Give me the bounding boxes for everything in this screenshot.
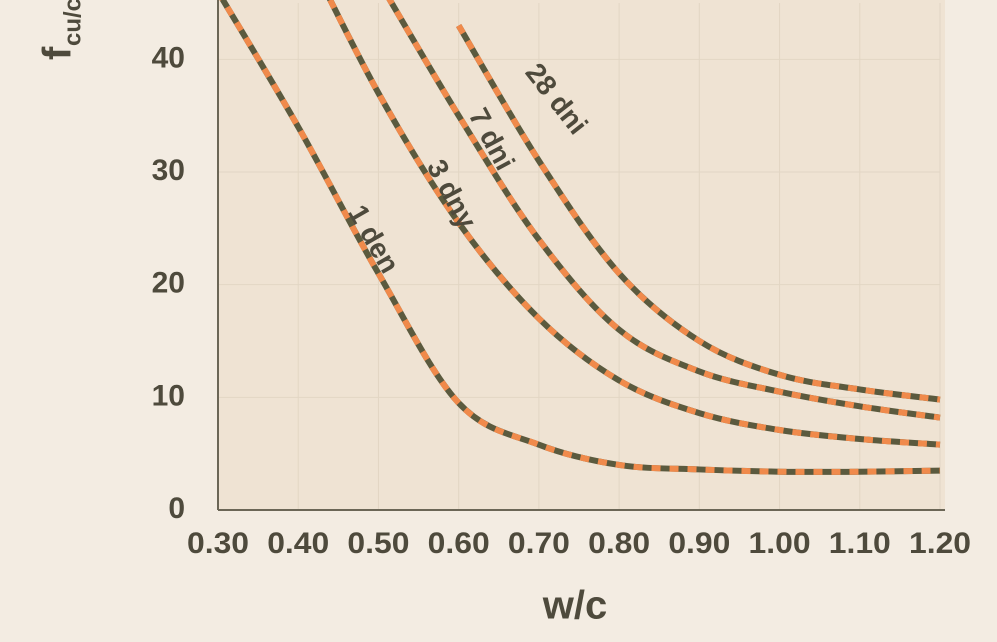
y-axis-title: f cu/c — [36, 0, 87, 60]
y-tick-label: 40 — [152, 41, 185, 74]
x-tick-label: 1.00 — [749, 527, 811, 560]
x-tick-label: 0.40 — [267, 527, 329, 560]
plot — [219, 0, 941, 475]
x-tick-label: 1.10 — [829, 527, 891, 560]
y-axis-title-main: f — [36, 46, 80, 60]
y-tick-label: 0 — [168, 492, 185, 525]
x-axis-title: w/c — [542, 584, 607, 628]
y-axis-title-sub: cu/c — [59, 0, 86, 46]
y-tick-label: 20 — [152, 267, 185, 300]
x-tick-label: 0.50 — [347, 527, 409, 560]
x-tick-label: 0.30 — [187, 527, 249, 560]
x-tick-label: 0.80 — [588, 527, 650, 560]
x-tick-label: 0.90 — [668, 527, 730, 560]
line-dashed — [326, 0, 941, 448]
line-dashed — [456, 24, 941, 403]
x-tick-label: 1.20 — [909, 527, 971, 560]
y-tick-label: 10 — [152, 379, 185, 412]
y-tick-label: 30 — [152, 154, 185, 187]
x-tick-label: 0.60 — [428, 527, 490, 560]
line-dashed — [219, 0, 941, 475]
x-tick-label: 0.70 — [508, 527, 570, 560]
line-dashed — [386, 0, 941, 421]
plot-area — [218, 0, 945, 510]
